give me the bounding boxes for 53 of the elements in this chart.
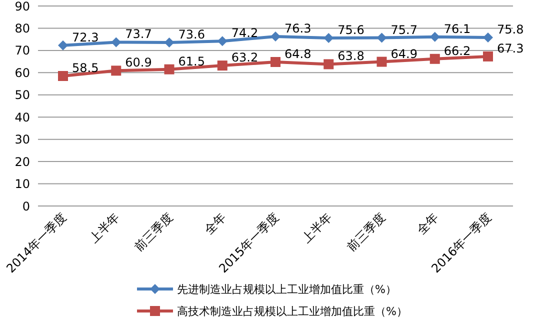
x-tick-label: 全年 <box>202 210 228 238</box>
point <box>430 32 440 42</box>
data-label: 74.2 <box>231 26 258 40</box>
y-tick-label: 10 <box>14 177 30 192</box>
data-label: 73.7 <box>125 27 152 42</box>
point <box>483 51 493 62</box>
y-tick-label: 30 <box>14 132 30 147</box>
data-label: 63.2 <box>231 50 258 65</box>
y-tick-label: 70 <box>14 44 30 58</box>
data-label: 75.8 <box>497 22 524 37</box>
point <box>217 36 228 46</box>
data-label: 64.9 <box>390 46 418 61</box>
y-tick-label: 40 <box>14 110 30 124</box>
data-label: 63.8 <box>338 49 364 64</box>
data-label: 61.5 <box>178 54 205 68</box>
point <box>164 37 174 48</box>
legend-label: 先进制造业占规模以上工业增加值比重（%） <box>177 282 396 296</box>
x-tick-label: 前三季度 <box>344 210 388 254</box>
x-tick-label: 全年 <box>414 210 441 238</box>
point <box>376 56 387 67</box>
y-tick-label: 50 <box>14 88 30 102</box>
point <box>483 32 493 43</box>
point <box>111 37 122 48</box>
x-tick-label: 上半年 <box>86 210 122 246</box>
data-label: 72.3 <box>72 30 99 44</box>
data-label: 73.6 <box>178 27 205 42</box>
y-tick-label: 60 <box>14 66 30 80</box>
point <box>430 54 440 64</box>
data-label: 75.6 <box>338 23 364 37</box>
x-tick-label: 前三季度 <box>132 210 176 254</box>
point <box>217 60 228 71</box>
x-tick-label: 上半年 <box>299 210 335 246</box>
data-label: 67.3 <box>497 41 524 56</box>
point <box>270 57 280 67</box>
point <box>58 71 68 81</box>
data-label: 60.9 <box>125 56 152 70</box>
data-label: 58.5 <box>72 61 99 75</box>
point <box>270 31 280 42</box>
y-tick-label: 80 <box>14 21 30 36</box>
point <box>164 64 174 74</box>
point <box>376 32 387 43</box>
data-label: 76.1 <box>444 22 471 36</box>
y-tick-label: 90 <box>14 0 30 14</box>
point <box>324 59 334 70</box>
point <box>111 66 122 76</box>
y-tick-label: 20 <box>14 154 30 169</box>
data-label: 76.3 <box>284 21 312 36</box>
y-tick-label: 0 <box>22 199 30 214</box>
data-label: 64.8 <box>284 47 312 61</box>
data-label: 66.2 <box>444 44 471 58</box>
point <box>58 40 68 50</box>
data-label: 75.7 <box>390 22 418 37</box>
legend-label: 高技术制造业占规模以上工业增加值比重（%） <box>177 304 408 318</box>
